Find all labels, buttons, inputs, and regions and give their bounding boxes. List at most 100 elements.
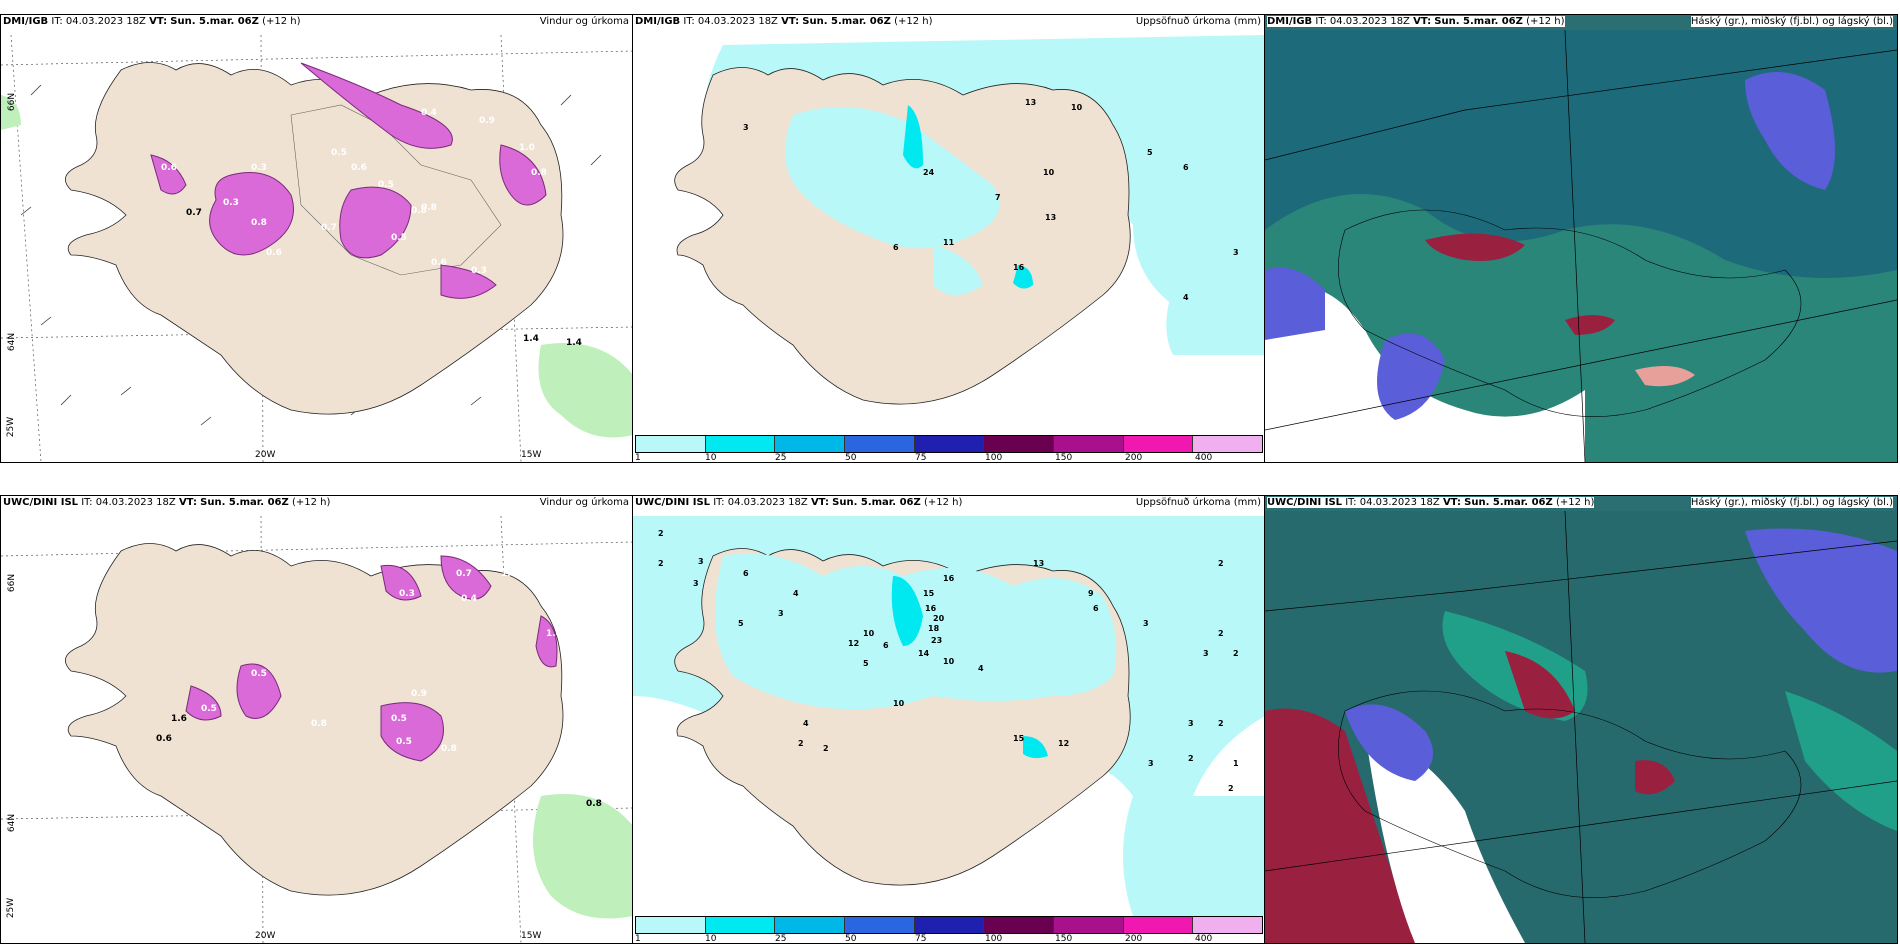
wind-value: 1.4 bbox=[523, 334, 539, 344]
wind-value: 1.4 bbox=[566, 338, 582, 348]
legend-tick: 100 bbox=[985, 453, 1003, 463]
precip-value: 3 bbox=[1188, 719, 1194, 728]
wind-value: 0.5 bbox=[251, 669, 267, 679]
wind-panel-dmi[interactable]: DMI/IGB IT: 04.03.2023 18Z VT: Sun. 5.ma… bbox=[0, 14, 634, 463]
cloud-map bbox=[1265, 511, 1897, 943]
lat-label: 64N bbox=[7, 332, 18, 352]
precip-value: 2 bbox=[823, 744, 829, 753]
precip-value: 5 bbox=[738, 619, 744, 628]
lat-label: 64N bbox=[7, 813, 18, 833]
precip-legend bbox=[635, 435, 1263, 453]
lon-label: 20W bbox=[255, 931, 276, 941]
precip-value: 2 bbox=[1218, 559, 1224, 568]
precip-value: 2 bbox=[798, 739, 804, 748]
precip-value: 3 bbox=[1148, 759, 1154, 768]
legend-tick: 25 bbox=[775, 934, 787, 944]
precip-value: 13 bbox=[1033, 559, 1044, 568]
precip-value: 24 bbox=[923, 168, 935, 177]
precip-value: 2 bbox=[1218, 719, 1224, 728]
legend-swatch bbox=[1123, 436, 1194, 452]
legend-swatch bbox=[775, 436, 846, 452]
precip-value: 15 bbox=[923, 589, 935, 598]
wind-value: 0.8 bbox=[311, 719, 327, 729]
lon-label: 20W bbox=[255, 450, 276, 460]
precip-legend bbox=[635, 916, 1263, 934]
legend-tick: 10 bbox=[705, 934, 717, 944]
wind-value: 0.4 bbox=[461, 594, 477, 604]
wind-value: 0.8 bbox=[411, 206, 427, 216]
wind-value: 0.7 bbox=[186, 208, 202, 218]
wind-value: 0.3 bbox=[223, 198, 239, 208]
precip-value: 13 bbox=[1045, 213, 1056, 222]
precip-value: 10 bbox=[893, 699, 905, 708]
wind-map: 0.7 0.3 0.4 1.0 0.5 1.6 0.6 0.5 0.9 0.8 … bbox=[1, 515, 633, 943]
precip-value: 4 bbox=[978, 664, 984, 673]
cloud-panel-uwc[interactable]: UWC/DINI ISL IT: 04.03.2023 18Z VT: Sun.… bbox=[1264, 495, 1898, 944]
precip-value: 6 bbox=[743, 569, 749, 578]
panel-header: UWC/DINI ISL IT: 04.03.2023 18Z VT: Sun.… bbox=[3, 497, 331, 508]
precip-value: 16 bbox=[1013, 263, 1025, 272]
wind-value: 0.5 bbox=[396, 737, 412, 747]
panel-title: Uppsöfnuð úrkoma (mm) bbox=[1135, 16, 1261, 27]
wind-value: 1.4 bbox=[546, 629, 562, 639]
panel-header: UWC/DINI ISL IT: 04.03.2023 18Z VT: Sun.… bbox=[1267, 497, 1595, 508]
precip-value: 14 bbox=[918, 649, 930, 658]
wind-values: 0.7 0.3 0.4 1.0 0.5 1.6 0.6 0.5 0.9 0.8 … bbox=[156, 569, 602, 809]
legend-tick: 50 bbox=[845, 453, 857, 463]
precip-value: 16 bbox=[943, 574, 955, 583]
wind-value: 0.3 bbox=[251, 163, 267, 173]
wind-value: 0.5 bbox=[391, 233, 407, 243]
precip-value: 4 bbox=[803, 719, 809, 728]
precip-value: 10 bbox=[1071, 103, 1083, 112]
legend-swatch bbox=[1193, 436, 1263, 452]
precip-value: 3 bbox=[778, 609, 784, 618]
precip-value: 3 bbox=[1233, 248, 1239, 257]
panel-title: Háský (gr.), miðský (fj.bl.) og lágský (… bbox=[1690, 16, 1893, 27]
corner-label: 25W bbox=[6, 416, 17, 438]
precip-value: 10 bbox=[863, 629, 875, 638]
precip-value: 6 bbox=[1183, 163, 1189, 172]
wind-value: 0.9 bbox=[411, 689, 427, 699]
legend-tick: 50 bbox=[845, 934, 857, 944]
legend-tick: 1 bbox=[635, 934, 641, 944]
cloud-panel-dmi[interactable]: DMI/IGB IT: 04.03.2023 18Z VT: Sun. 5.ma… bbox=[1264, 14, 1898, 463]
legend-swatch bbox=[1054, 436, 1124, 452]
wind-panel-uwc[interactable]: UWC/DINI ISL IT: 04.03.2023 18Z VT: Sun.… bbox=[0, 495, 634, 944]
precip-value: 6 bbox=[1093, 604, 1099, 613]
precip-value: 3 bbox=[698, 557, 704, 566]
panel-title: Háský (gr.), miðský (fj.bl.) og lágský (… bbox=[1690, 497, 1893, 508]
legend-swatch bbox=[845, 917, 915, 933]
precip-panel-dmi[interactable]: DMI/IGB IT: 04.03.2023 18Z VT: Sun. 5.ma… bbox=[632, 14, 1266, 463]
wind-value: 0.6 bbox=[351, 163, 367, 173]
panel-title: Vindur og úrkoma bbox=[539, 497, 629, 508]
wind-value: 0.4 bbox=[361, 76, 377, 86]
legend-tick: 10 bbox=[705, 453, 717, 463]
precip-value: 12 bbox=[848, 639, 859, 648]
wind-value: 0.8 bbox=[441, 744, 457, 754]
precip-value: 10 bbox=[943, 657, 955, 666]
precip-map: 3 13 10 24 7 10 5 6 13 6 11 16 3 4 bbox=[674, 35, 1265, 405]
panel-header: UWC/DINI ISL IT: 04.03.2023 18Z VT: Sun.… bbox=[635, 497, 963, 508]
precip-value: 6 bbox=[883, 641, 889, 650]
precip-value: 5 bbox=[863, 659, 869, 668]
precip-value: 2 bbox=[1188, 754, 1194, 763]
wind-value: 1.0 bbox=[519, 143, 535, 153]
legend-tick: 1 bbox=[635, 453, 641, 463]
precip-values: 3 13 10 24 7 10 5 6 13 6 11 16 3 4 bbox=[743, 98, 1239, 302]
precip-panel-uwc[interactable]: UWC/DINI ISL IT: 04.03.2023 18Z VT: Sun.… bbox=[632, 495, 1266, 944]
wind-value: 0.6 bbox=[431, 258, 447, 268]
precip-value: 23 bbox=[931, 636, 942, 645]
panel-header: DMI/IGB IT: 04.03.2023 18Z VT: Sun. 5.ma… bbox=[1267, 16, 1565, 27]
wind-value: 0.7 bbox=[321, 223, 337, 233]
legend-swatch bbox=[705, 917, 776, 933]
wind-value: 0.5 bbox=[201, 704, 217, 714]
wind-value: 0.6 bbox=[156, 734, 172, 744]
wind-value: 0.5 bbox=[391, 714, 407, 724]
wind-value: 0.7 bbox=[456, 569, 472, 579]
lon-label: 15W bbox=[521, 450, 542, 460]
precip-value: 7 bbox=[995, 193, 1001, 202]
precip-value: 3 bbox=[693, 579, 699, 588]
legend-tick: 150 bbox=[1055, 934, 1073, 944]
precip-value: 11 bbox=[943, 238, 955, 247]
precip-value: 1 bbox=[1233, 759, 1239, 768]
